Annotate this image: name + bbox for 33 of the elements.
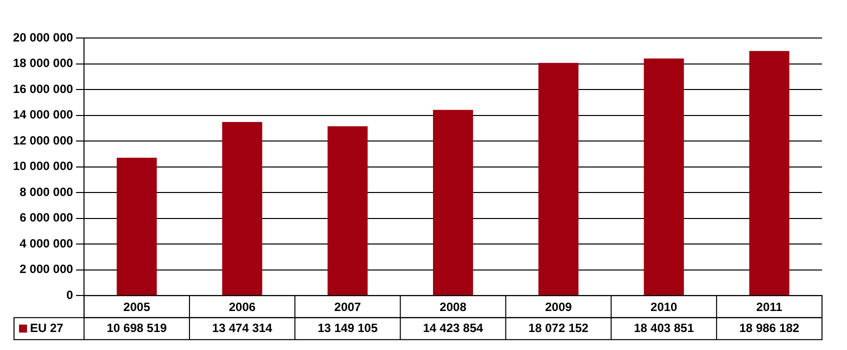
y-tick-label: 10 000 000 <box>12 159 74 174</box>
bar <box>644 58 684 296</box>
x-tick-label: 2007 <box>334 300 362 314</box>
y-tick-label: 8 000 000 <box>20 184 74 199</box>
text: 13 474 314 <box>212 320 272 335</box>
text: 13 149 105 <box>318 320 378 335</box>
bar <box>328 126 368 296</box>
y-tick-label: 16 000 000 <box>12 82 74 96</box>
y-tick-label: 0 <box>66 288 74 302</box>
y-tick-label: 18 000 000 <box>12 56 74 70</box>
x-tick-label: 2010 <box>650 300 678 314</box>
y-tick-label: 20 000 000 <box>12 30 74 44</box>
text: 14 423 854 <box>423 320 484 335</box>
bar <box>749 51 790 296</box>
y-tick-label: 6 000 000 <box>20 210 74 225</box>
legend-label: EU 27 <box>30 320 64 335</box>
y-tick-label: 14 000 000 <box>12 108 74 122</box>
bar <box>222 122 262 296</box>
y-tick-label: 2 000 000 <box>20 262 74 276</box>
bar <box>433 110 474 296</box>
text: 18 403 851 <box>634 320 694 335</box>
text: 18 986 182 <box>739 320 800 335</box>
bar <box>538 62 578 296</box>
text: 18 072 152 <box>528 320 588 335</box>
x-tick-label: 2009 <box>545 300 572 314</box>
y-tick-label: 4 000 000 <box>20 236 74 250</box>
x-tick-label: 2008 <box>440 300 467 314</box>
x-tick-label: 2006 <box>228 300 256 314</box>
text: 10 698 519 <box>106 320 167 335</box>
bar <box>116 158 157 296</box>
y-tick-label: 12 000 000 <box>12 133 74 148</box>
x-tick-label: 2005 <box>123 300 150 314</box>
x-tick-label: 2011 <box>756 300 783 314</box>
